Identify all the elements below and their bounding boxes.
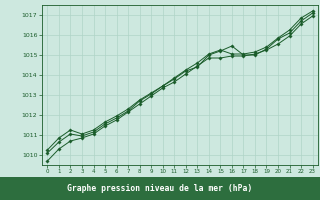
- Text: Graphe pression niveau de la mer (hPa): Graphe pression niveau de la mer (hPa): [68, 184, 252, 193]
